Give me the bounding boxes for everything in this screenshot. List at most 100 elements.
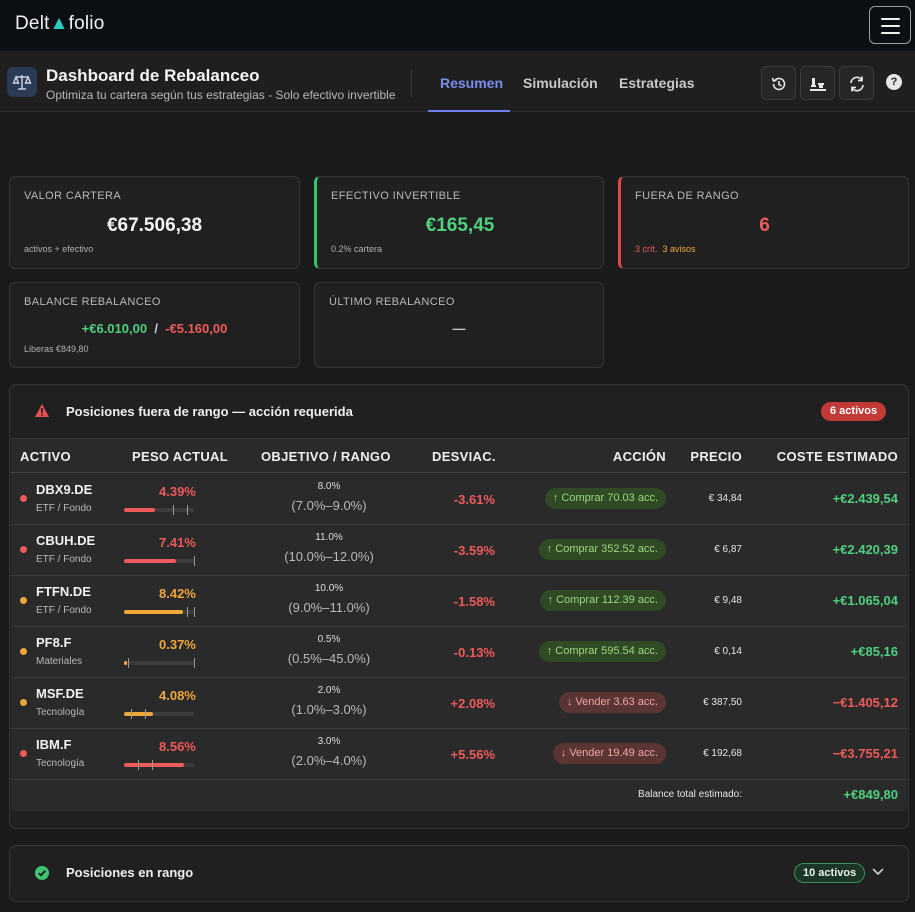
range-max-marker [152, 760, 153, 770]
current-weight: 4.39% [159, 484, 196, 499]
hamburger-line [881, 18, 900, 20]
status-dot [20, 648, 27, 655]
card-label: FUERA DE RANGO [635, 190, 740, 202]
buy-action-button[interactable]: ↑ Comprar 112.39 acc. [539, 590, 666, 611]
card-label: BALANCE REBALANCEO [24, 296, 161, 308]
chess-icon [810, 78, 826, 91]
page-title: Dashboard de Rebalanceo [46, 66, 260, 85]
asset-category: Materiales [36, 656, 83, 667]
card-value: 6 [759, 215, 770, 236]
tab-resumen[interactable]: Resumen [440, 75, 504, 91]
card-value: €67.506,38 [106, 215, 203, 236]
status-dot [20, 597, 27, 604]
col-accion[interactable]: ACCIÓN [612, 449, 666, 464]
asset-category: Tecnología [36, 758, 85, 769]
col-objetivo[interactable]: OBJETIVO / RANGO [261, 449, 391, 464]
chevron-down-icon[interactable] [872, 868, 884, 876]
brand-right: folio [68, 13, 105, 34]
tab-estrategias[interactable]: Estrategias [619, 75, 695, 91]
asset-ticker[interactable]: FTFN.DE [36, 584, 91, 599]
current-weight: 8.56% [159, 739, 196, 754]
current-weight: 4.08% [159, 688, 196, 703]
asset-ticker[interactable]: DBX9.DE [36, 482, 93, 497]
deviation: +2.08% [450, 696, 495, 711]
asset-price: € 387,50 [703, 697, 742, 708]
weight-bar-fill [124, 712, 153, 716]
check-circle-icon [35, 866, 49, 880]
history-button[interactable] [761, 66, 796, 100]
target-weight: 8.0% [317, 481, 341, 492]
deviation: -3.59% [453, 543, 495, 558]
range-max-marker [194, 607, 195, 617]
col-desviacion[interactable]: DESVIAC. [432, 449, 496, 464]
card-label: ÚLTIMO REBALANCEO [329, 296, 455, 308]
balance-separator: / [154, 321, 158, 336]
deviation: -1.58% [453, 594, 495, 609]
target-range: (2.0%–4.0%) [291, 753, 367, 768]
range-max-marker [194, 658, 195, 668]
panel-title: Posiciones fuera de rango — acción reque… [66, 404, 353, 419]
current-weight: 7.41% [159, 535, 196, 550]
top-navbar: Delt▲folio [0, 0, 915, 52]
scale-icon [7, 67, 37, 97]
current-weight: 8.42% [159, 586, 196, 601]
active-tab-indicator [428, 110, 510, 112]
range-min-marker [187, 607, 188, 617]
warning-icon [35, 404, 49, 417]
weight-bar [124, 505, 194, 515]
warning-count: 3 avisos [662, 244, 696, 254]
table-row[interactable]: FTFN.DE ETF / Fondo 8.42% 10.0% (9.0%–11.0%)… [11, 576, 907, 627]
table-row[interactable]: DBX9.DE ETF / Fondo 4.39% 8.0% (7.0%–9.0%) -3… [11, 474, 907, 525]
table-row[interactable]: CBUH.DE ETF / Fondo 7.41% 11.0% (10.0%–12.0%… [11, 525, 907, 576]
refresh-icon [850, 76, 864, 92]
total-label: Balance total estimado: [638, 789, 742, 800]
sell-action-button[interactable]: ↓ Vender 3.63 acc. [558, 692, 666, 713]
asset-price: € 192,68 [703, 748, 742, 759]
asset-ticker[interactable]: MSF.DE [36, 686, 84, 701]
asset-category: ETF / Fondo [36, 554, 92, 565]
asset-ticker[interactable]: PF8.F [36, 635, 72, 650]
asset-price: € 0,14 [714, 646, 742, 657]
card-note: Liberas €849,80 [24, 344, 89, 354]
target-weight: 0.5% [317, 634, 341, 645]
weight-bar-fill [124, 661, 127, 665]
target-range: (7.0%–9.0%) [291, 498, 367, 513]
brand-logo[interactable]: Delt▲folio [15, 13, 104, 35]
col-precio[interactable]: PRECIO [690, 449, 742, 464]
target-range: (9.0%–11.0%) [288, 600, 370, 615]
card-value: €165,45 [425, 215, 495, 236]
asset-ticker[interactable]: CBUH.DE [36, 533, 96, 548]
menu-toggle-button[interactable] [869, 6, 911, 44]
buy-action-button[interactable]: ↑ Comprar 70.03 acc. [544, 488, 666, 509]
card-value: — [452, 321, 466, 336]
balance-minus: -€5.160,00 [165, 321, 228, 336]
asset-ticker[interactable]: IBM.F [36, 737, 72, 752]
estimated-cost: +€1.065,04 [832, 593, 898, 608]
buy-action-button[interactable]: ↑ Comprar 352.52 acc. [538, 539, 666, 560]
weight-bar [124, 709, 194, 719]
card-label: EFECTIVO INVERTIBLE [331, 190, 461, 202]
hamburger-line [881, 32, 900, 34]
deviation: -0.13% [453, 645, 495, 660]
table-row[interactable]: PF8.F Materiales 0.37% 0.5% (0.5%–45.0%) -0.1… [11, 627, 907, 678]
header-divider [11, 472, 907, 473]
estimated-cost: +€2.439,54 [832, 491, 898, 506]
estimated-cost: +€85,16 [850, 644, 898, 659]
table-row[interactable]: MSF.DE Tecnología 4.08% 2.0% (1.0%–3.0%) +2.0… [11, 678, 907, 729]
range-min-marker [131, 709, 132, 719]
col-activo[interactable]: ACTIVO [20, 449, 71, 464]
help-icon[interactable]: ? [886, 74, 902, 90]
card-value: +€6.010,00 / -€5.160,00 [10, 321, 299, 336]
tab-simulacion[interactable]: Simulación [523, 75, 598, 91]
card-valor-cartera: VALOR CARTERA €67.506,38 activos + efect… [9, 176, 300, 269]
in-range-panel[interactable]: Posiciones en rango 10 activos [9, 845, 909, 902]
buy-action-button[interactable]: ↑ Comprar 595.54 acc. [538, 641, 666, 662]
estimated-cost: −€1.405,12 [832, 695, 898, 710]
refresh-button[interactable] [839, 66, 874, 100]
col-peso[interactable]: PESO ACTUAL [132, 449, 228, 464]
col-coste[interactable]: COSTE ESTIMADO [776, 449, 898, 464]
table-row[interactable]: IBM.F Tecnología 8.56% 3.0% (2.0%–4.0%) +5.56… [11, 729, 907, 780]
strategy-button[interactable] [800, 66, 835, 100]
range-max-marker [194, 556, 195, 566]
sell-action-button[interactable]: ↓ Vender 19.49 acc. [552, 743, 666, 764]
